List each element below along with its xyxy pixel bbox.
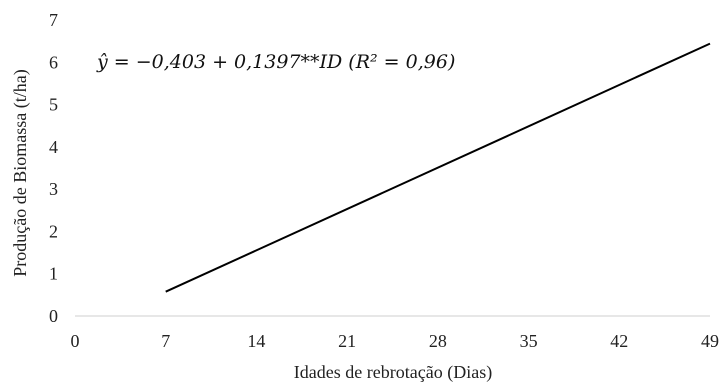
x-tick-label: 14 — [247, 331, 265, 351]
y-tick-label: 3 — [49, 179, 58, 199]
y-tick-label: 1 — [49, 264, 58, 284]
y-axis-title: Produção de Biomassa (t/ha) — [10, 69, 31, 276]
y-tick-label: 5 — [49, 95, 58, 115]
x-tick-label: 35 — [520, 331, 538, 351]
x-tick-label: 21 — [338, 331, 356, 351]
x-tick-label: 49 — [701, 331, 719, 351]
x-tick-label: 0 — [71, 331, 80, 351]
x-tick-label: 42 — [610, 331, 628, 351]
y-tick-label: 7 — [49, 10, 58, 30]
y-tick-labels: 0 1 2 3 4 5 6 7 — [49, 10, 58, 326]
x-tick-label: 28 — [429, 331, 447, 351]
y-tick-label: 0 — [49, 306, 58, 326]
series-group — [165, 42, 711, 293]
x-tick-labels: 0 7 14 21 28 35 42 49 — [71, 331, 720, 351]
y-tick-label: 4 — [49, 137, 58, 157]
x-tick-label: 7 — [161, 331, 170, 351]
x-axis-title: Idades de rebrotação (Dias) — [294, 362, 492, 382]
regression-equation: ŷ = −0,403 + 0,1397**ID (R² = 0,96) — [96, 51, 455, 73]
y-tick-label: 2 — [49, 221, 58, 241]
y-tick-label: 6 — [49, 52, 58, 72]
regression-line — [165, 42, 711, 293]
